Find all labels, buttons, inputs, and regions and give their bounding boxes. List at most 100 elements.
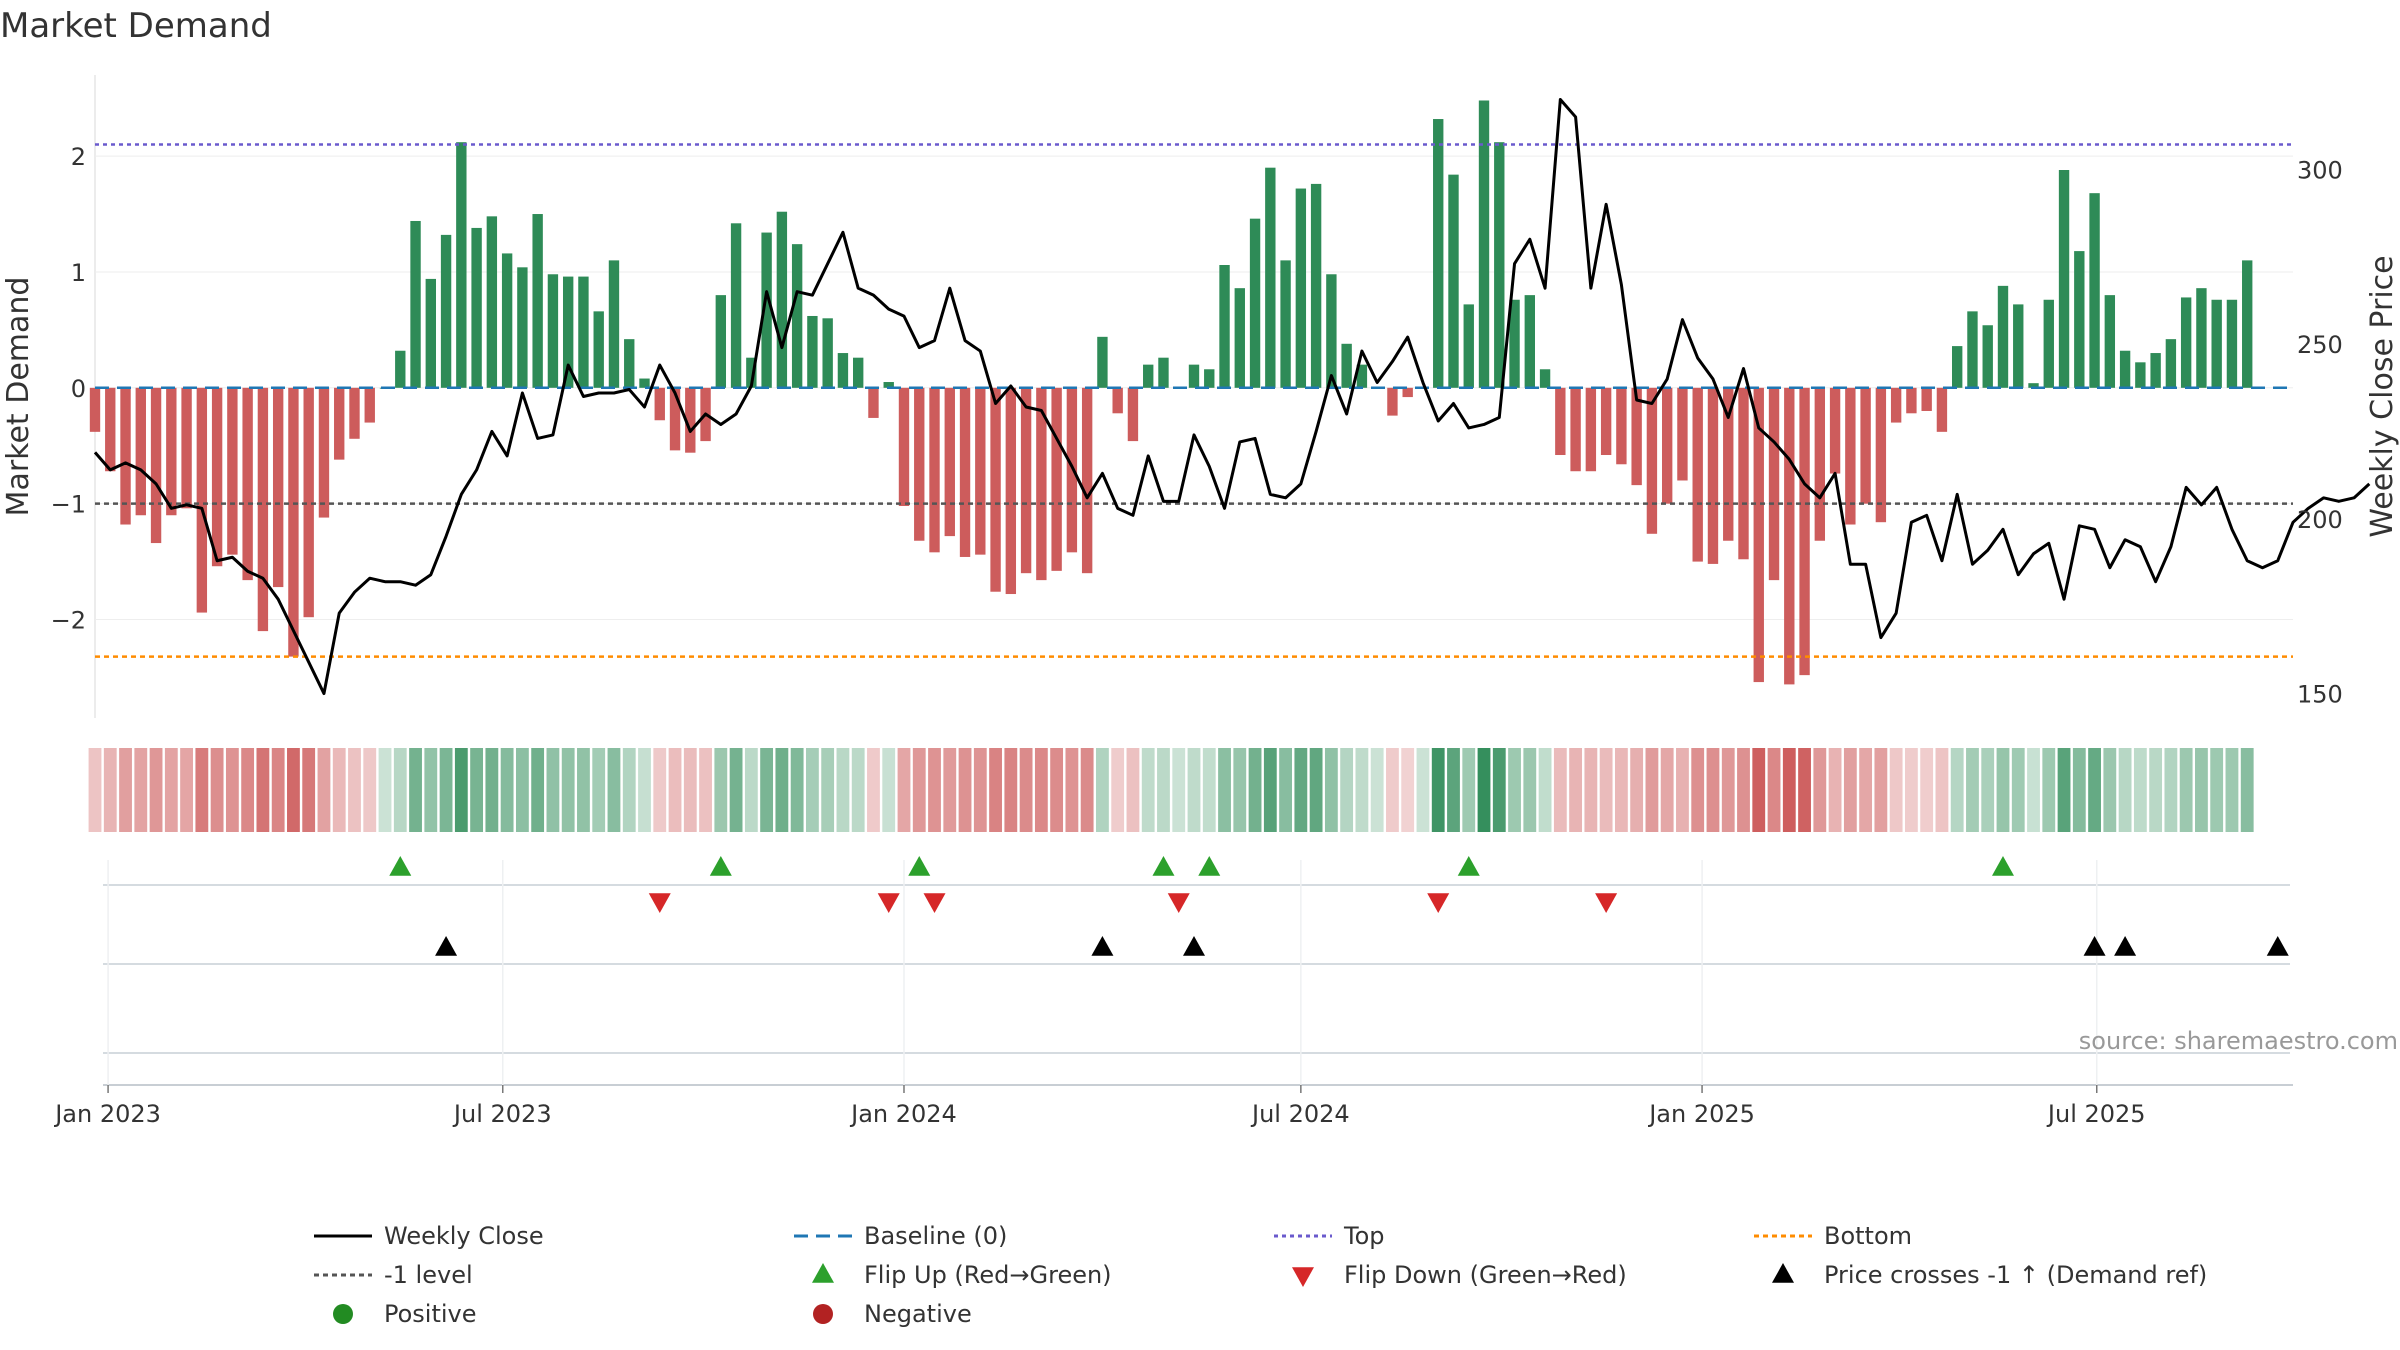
heat-cell-135 — [2149, 748, 2163, 832]
heat-cell-51 — [867, 748, 880, 832]
demand-bar-10 — [242, 387, 253, 581]
demand-bar-35 — [624, 339, 635, 388]
demand-bar-68 — [1127, 387, 1139, 442]
demand-bar-81 — [1326, 274, 1337, 388]
right-tick-label: 300 — [2297, 156, 2343, 184]
legend-minus-one: -1 level — [384, 1261, 473, 1289]
demand-bar-56 — [944, 387, 955, 537]
heat-cell-98 — [1584, 748, 1598, 832]
legend-positive: Positive — [384, 1300, 477, 1328]
heat-cell-1 — [103, 748, 117, 832]
x-tick-label: Jul 2025 — [2046, 1100, 2146, 1128]
left-tick-label: 2 — [71, 143, 86, 171]
heat-cell-134 — [2133, 748, 2147, 832]
demand-bar-47 — [807, 315, 818, 388]
left-axis-label: Market Demand — [1, 277, 36, 517]
flip-up-marker — [1457, 856, 1480, 876]
heat-cell-63 — [1050, 748, 1064, 832]
demand-bar-41 — [715, 295, 727, 388]
heat-cell-65 — [1080, 748, 1094, 832]
demand-bar-99 — [1600, 387, 1612, 456]
flip-up-marker — [1152, 856, 1175, 876]
demand-bar-120 — [1921, 387, 1932, 411]
heat-cell-120 — [1920, 748, 1934, 832]
heat-cell-38 — [668, 748, 682, 832]
demand-bar-128 — [2043, 299, 2054, 388]
demand-bar-139 — [2211, 299, 2222, 388]
heat-cell-37 — [653, 748, 667, 832]
demand-bar-82 — [1341, 343, 1352, 388]
heat-cell-17 — [348, 748, 361, 832]
heat-cell-92 — [1492, 748, 1506, 832]
heat-cell-95 — [1538, 748, 1552, 832]
demand-bar-43 — [746, 357, 757, 388]
heat-cell-62 — [1034, 748, 1048, 832]
demand-bar-23 — [440, 234, 452, 388]
heat-cell-93 — [1508, 748, 1521, 832]
demand-bar-57 — [959, 387, 971, 557]
heat-cell-119 — [1904, 748, 1918, 832]
demand-bar-122 — [1952, 346, 1963, 388]
heat-cell-140 — [2225, 748, 2239, 832]
demand-bar-106 — [1707, 387, 1719, 564]
heat-cell-25 — [470, 748, 484, 832]
heat-cell-130 — [2072, 748, 2086, 832]
heat-cell-127 — [2027, 748, 2040, 832]
legend-bottom: Bottom — [1824, 1222, 1912, 1250]
demand-bar-119 — [1906, 387, 1917, 414]
demand-bar-127 — [2028, 383, 2039, 388]
heat-cell-18 — [363, 748, 377, 832]
heat-cell-126 — [2011, 748, 2025, 832]
demand-bar-129 — [2058, 170, 2070, 388]
demand-bar-75 — [1234, 288, 1245, 388]
left-tick-label: 1 — [71, 259, 86, 287]
demand-bar-104 — [1677, 387, 1688, 481]
demand-bar-33 — [593, 311, 604, 388]
demand-bar-30 — [547, 274, 559, 388]
heat-cell-112 — [1798, 748, 1811, 832]
x-tick-label: Jan 2023 — [53, 1100, 161, 1128]
demand-bar-115 — [1845, 387, 1856, 525]
heat-cell-68 — [1126, 748, 1140, 832]
heat-cell-35 — [622, 748, 636, 832]
demand-bar-89 — [1448, 174, 1459, 388]
reference-levels — [95, 143, 2293, 658]
x-tick-label: Jul 2023 — [452, 1100, 552, 1128]
heat-cell-69 — [1141, 748, 1155, 832]
demand-bar-90 — [1463, 304, 1474, 388]
heat-cell-139 — [2210, 748, 2224, 832]
demand-bar-92 — [1494, 142, 1505, 388]
price-cross-marker — [2266, 936, 2289, 956]
heat-cell-24 — [454, 748, 468, 832]
price-cross-marker — [1091, 936, 1114, 956]
heat-cell-117 — [1874, 748, 1888, 832]
heat-cell-83 — [1355, 748, 1369, 832]
heat-cell-59 — [989, 748, 1002, 832]
left-tick-label: 0 — [71, 375, 86, 403]
heat-cell-104 — [1676, 748, 1689, 832]
heat-cell-133 — [2118, 748, 2132, 832]
demand-bar-111 — [1784, 387, 1795, 685]
flip-down-marker — [1427, 893, 1450, 913]
flip-up-marker — [1991, 856, 2014, 876]
heat-cell-110 — [1767, 748, 1781, 832]
heat-cell-102 — [1645, 748, 1659, 832]
price-cross-marker — [2114, 936, 2137, 956]
heat-cell-33 — [592, 748, 606, 832]
heat-cell-131 — [2088, 748, 2101, 832]
heat-cell-80 — [1309, 748, 1323, 832]
demand-bar-76 — [1249, 218, 1261, 388]
demand-bar-131 — [2089, 193, 2100, 388]
heat-cell-55 — [928, 748, 941, 832]
heat-cell-12 — [271, 748, 285, 832]
legend-flip-down: Flip Down (Green→Red) — [1344, 1261, 1627, 1289]
demand-bar-29 — [532, 214, 543, 388]
heat-cell-96 — [1553, 748, 1567, 832]
heat-cell-50 — [851, 748, 865, 832]
heat-cell-118 — [1889, 748, 1903, 832]
demand-bar-64 — [1066, 387, 1078, 553]
demand-bar-54 — [914, 387, 925, 541]
demand-bar-2 — [120, 387, 131, 525]
demand-bar-70 — [1158, 357, 1169, 388]
heat-cell-47 — [805, 748, 819, 832]
